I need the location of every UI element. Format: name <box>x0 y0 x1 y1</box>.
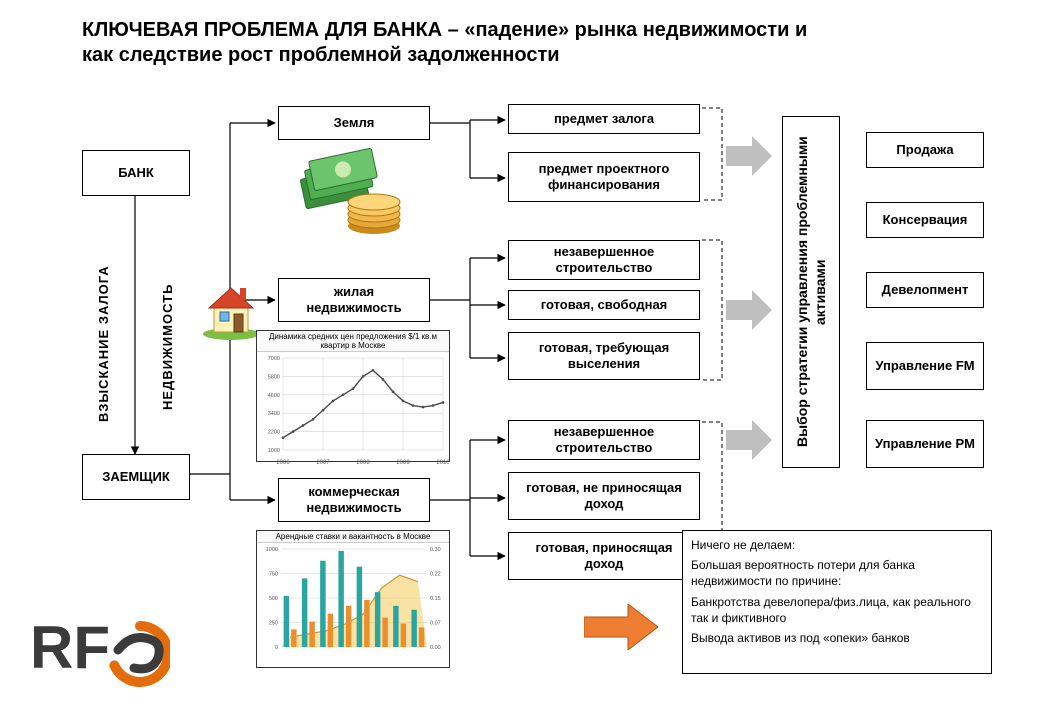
orange-arrow <box>584 604 658 650</box>
svg-text:2010: 2010 <box>436 460 449 466</box>
chart-prices: Динамика средних цен предложения $/1 кв.… <box>256 330 450 462</box>
svg-text:500: 500 <box>269 596 278 602</box>
house-icon <box>198 276 264 342</box>
sub-s1: предмет залога <box>508 104 700 134</box>
chart1-title: Динамика средних цен предложения $/1 кв.… <box>257 331 449 352</box>
sub-s5: готовая, требующая выселения <box>508 332 700 380</box>
title-line1: КЛЮЧЕВАЯ ПРОБЛЕМА ДЛЯ БАНКА – «падение» … <box>82 19 807 41</box>
note-l2: Большая вероятность потери для банка нед… <box>691 557 983 589</box>
svg-text:2009: 2009 <box>396 460 410 466</box>
sub-s3: незавершенное строительство <box>508 240 700 280</box>
svg-text:4600: 4600 <box>268 393 280 399</box>
cat-land: Земля <box>278 106 430 140</box>
opt-4: Управление FM <box>866 342 984 390</box>
gray-arrow-3 <box>726 420 772 460</box>
sub-s2: предмет проектного финансирования <box>508 152 700 202</box>
gray-arrow-1 <box>726 136 772 176</box>
label-realestate: НЕДВИЖИМОСТЬ <box>160 250 175 410</box>
svg-text:0: 0 <box>275 645 278 651</box>
svg-text:0.15: 0.15 <box>430 596 441 602</box>
cat-residential: жилая недвижимость <box>278 278 430 322</box>
note-l4: Вывода активов из под «опеки» банков <box>691 630 983 646</box>
svg-text:2006: 2006 <box>276 460 290 466</box>
cat-commercial: коммерческая недвижимость <box>278 478 430 522</box>
opt-1: Продажа <box>866 132 984 168</box>
note-l3: Банкротства девелопера/физ.лица, как реа… <box>691 594 983 626</box>
svg-text:0.00: 0.00 <box>430 645 441 651</box>
chart2-title: Арендные ставки и вакантность в Москве <box>257 531 449 543</box>
svg-text:0.07: 0.07 <box>430 621 441 627</box>
svg-text:3400: 3400 <box>268 411 280 417</box>
svg-text:2200: 2200 <box>268 430 280 436</box>
node-borrower: ЗАЕМЩИК <box>82 454 190 500</box>
svg-text:750: 750 <box>269 572 278 578</box>
strategy-box: Выбор стратегии управления проблемными а… <box>782 116 840 468</box>
svg-text:0.22: 0.22 <box>430 572 441 578</box>
gray-arrow-2 <box>726 290 772 330</box>
opt-5: Управление PM <box>866 420 984 468</box>
chart1-svg: 2006 2007 2008 2009 2010 1000 2200 3400 4600 5800… <box>257 352 449 468</box>
svg-text:5800: 5800 <box>268 374 280 380</box>
svg-text:2008: 2008 <box>356 460 370 466</box>
node-bank: БАНК <box>82 150 190 196</box>
sub-s4: готовая, свободная <box>508 290 700 320</box>
svg-text:0.30: 0.30 <box>430 547 441 553</box>
opt-2: Консервация <box>866 202 984 238</box>
chart2-svg: 0 0.00 250 0.07 500 0.15 750 0.22 1000 0.30 <box>257 543 449 665</box>
strategy-label: Выбор стратегии управления проблемными а… <box>793 117 829 467</box>
sub-s6: незавершенное строительство <box>508 420 700 460</box>
chart-rent: Арендные ставки и вакантность в Москве 0… <box>256 530 450 668</box>
title-line2: как следствие рост проблемной задолженно… <box>82 44 560 66</box>
opt-3: Девелопмент <box>866 272 984 308</box>
page-title: КЛЮЧЕВАЯ ПРОБЛЕМА ДЛЯ БАНКА – «падение» … <box>82 18 807 68</box>
svg-text:250: 250 <box>269 621 278 627</box>
money-icon <box>288 148 408 248</box>
sub-s7: готовая, не приносящая доход <box>508 472 700 520</box>
sub-s8: готовая, приносящая доход <box>508 532 700 580</box>
svg-text:1000: 1000 <box>266 547 278 553</box>
label-foreclosure: ВЗЫСКАНИЕ ЗАЛОГА <box>96 232 111 422</box>
svg-text:RF: RF <box>30 614 110 681</box>
logo-icon: RF <box>30 598 170 688</box>
note-box: Ничего не делаем: Большая вероятность по… <box>682 530 992 674</box>
svg-text:7000: 7000 <box>268 356 280 362</box>
svg-text:1000: 1000 <box>268 448 280 454</box>
svg-text:2007: 2007 <box>316 460 330 466</box>
note-l1: Ничего не делаем: <box>691 537 983 553</box>
